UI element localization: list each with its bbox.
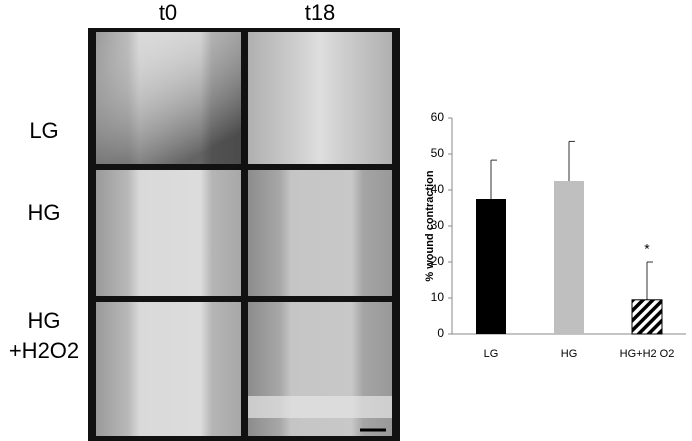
- row-label: LG: [29, 118, 58, 143]
- y-tick-label: 40: [431, 182, 445, 196]
- bar: [554, 181, 584, 334]
- bar: [631, 299, 663, 335]
- column-label: t0: [159, 0, 177, 25]
- y-tick-label: 20: [431, 254, 445, 268]
- micrograph: [96, 170, 241, 296]
- row-label: +H2O2: [9, 338, 79, 363]
- x-tick-label: HG: [561, 348, 578, 360]
- y-tick-label: 10: [431, 290, 445, 304]
- y-tick-label: 50: [431, 146, 445, 160]
- y-tick-label: 60: [431, 110, 445, 124]
- x-tick-label: HG+H2 O2: [620, 348, 675, 360]
- row-label: HG: [28, 200, 61, 225]
- bar: [476, 199, 506, 334]
- y-tick-label: 0: [437, 326, 444, 340]
- micrograph: [248, 32, 392, 164]
- x-tick-label: LG: [484, 348, 499, 360]
- y-tick-label: 30: [431, 218, 445, 232]
- micrograph: [248, 170, 392, 296]
- row-label: HG: [28, 308, 61, 333]
- y-axis-label: % wound contraction: [424, 170, 436, 282]
- column-label: t18: [305, 0, 336, 25]
- micrograph-shade: [96, 32, 241, 164]
- micrograph: [96, 302, 241, 436]
- significance-mark: *: [644, 241, 650, 257]
- micrograph-band: [248, 396, 392, 418]
